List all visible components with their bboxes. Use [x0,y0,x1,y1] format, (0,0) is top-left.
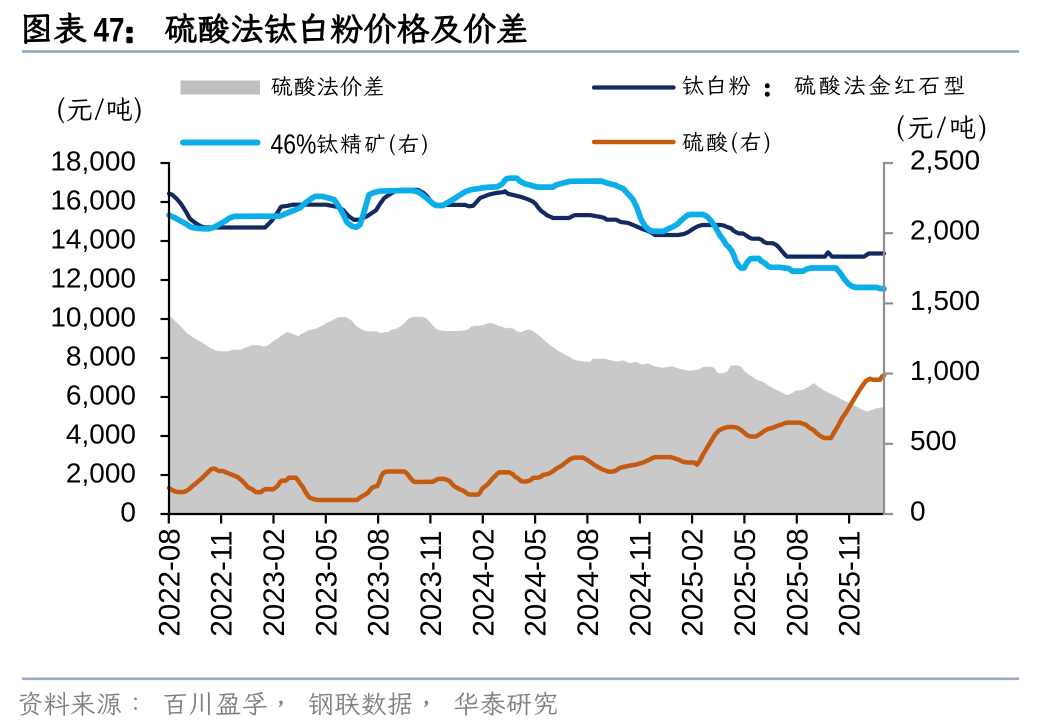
svg-text:2025-02: 2025-02 [677,528,710,636]
svg-text:2022-11: 2022-11 [206,531,239,637]
svg-text:46%: 46% [271,129,317,160]
svg-text:2023-11: 2023-11 [415,531,448,637]
svg-text:2,000: 2,000 [66,457,136,488]
svg-text:0: 0 [910,495,926,526]
svg-text:2023-05: 2023-05 [310,528,343,636]
svg-text:2022-08: 2022-08 [153,528,186,636]
svg-text:2025-11: 2025-11 [834,531,867,637]
svg-text:10,000: 10,000 [50,301,136,332]
svg-text:16,000: 16,000 [50,184,136,215]
svg-text:2025-08: 2025-08 [781,528,814,636]
svg-text:2023-02: 2023-02 [258,528,291,636]
svg-text:14,000: 14,000 [50,223,136,254]
svg-text:2024-08: 2024-08 [572,528,605,636]
svg-text:0: 0 [120,496,136,527]
svg-text:8,000: 8,000 [66,340,136,371]
svg-text:2,000: 2,000 [910,215,980,246]
svg-text:1,000: 1,000 [910,355,980,386]
svg-text:6,000: 6,000 [66,379,136,410]
svg-text:2024-02: 2024-02 [467,528,500,636]
svg-text:1,500: 1,500 [910,285,980,316]
svg-text:2025-05: 2025-05 [729,528,762,636]
svg-text:2024-05: 2024-05 [520,528,553,636]
svg-text:2,500: 2,500 [910,144,980,175]
svg-text:4,000: 4,000 [66,418,136,449]
svg-text:500: 500 [910,425,957,456]
svg-text:47: 47 [93,11,124,49]
svg-text:2024-11: 2024-11 [624,531,657,637]
svg-text:2023-08: 2023-08 [363,528,396,636]
svg-text:18,000: 18,000 [50,145,136,176]
svg-text:12,000: 12,000 [50,262,136,293]
